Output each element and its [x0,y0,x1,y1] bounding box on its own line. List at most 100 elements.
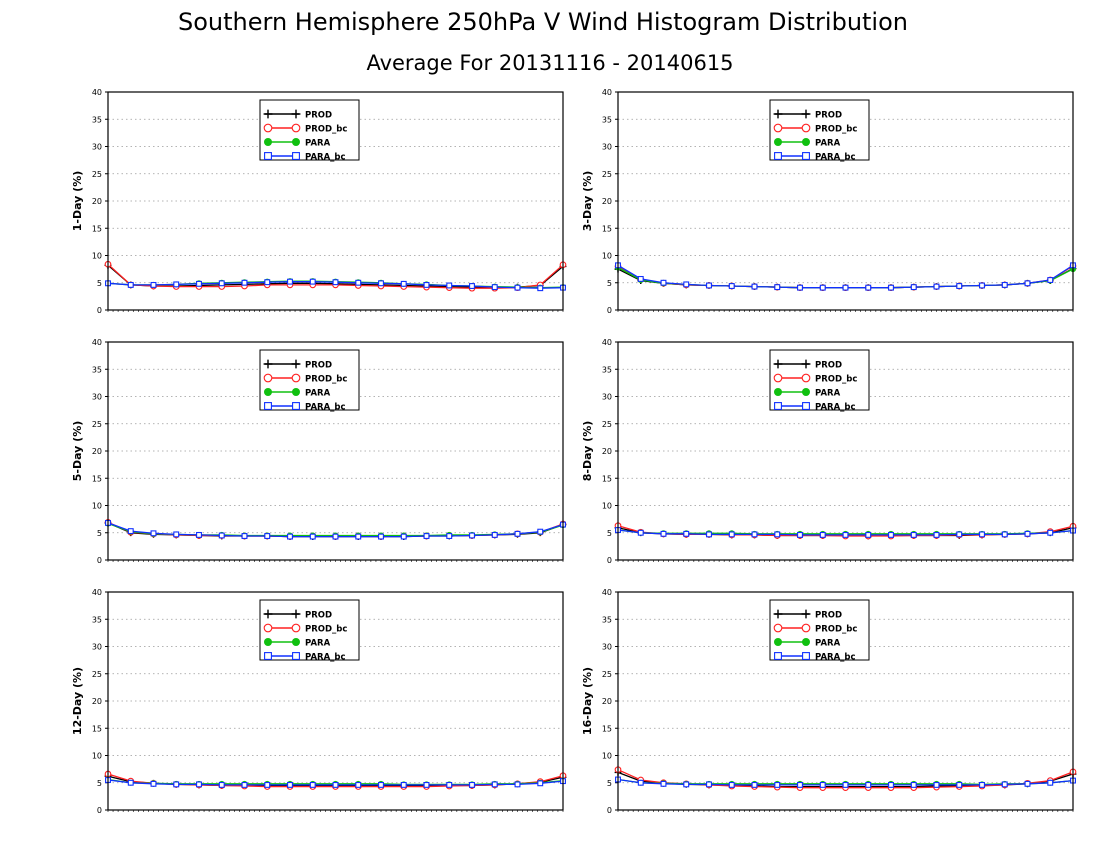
y-axis-label: 12-Day (%) [71,667,84,735]
data-point [933,531,940,538]
data-point [706,781,712,788]
data-point [469,781,475,788]
data-point [446,282,453,289]
y-tick-label: 35 [602,115,612,124]
legend-marker [801,373,811,383]
legend-marker [773,609,783,619]
legend-marker [291,623,301,633]
data-point [819,531,826,538]
data-point [469,532,475,539]
legend-marker [264,402,272,410]
data-point [196,781,202,788]
data-point [309,533,316,540]
chart-panel-4: 0 5 10 15 20 25 30 35 40 8-Day (%) PROD PROD_bc PARA… [581,338,1077,565]
legend-marker [802,138,810,146]
legend-marker [263,359,273,369]
plot-frame [617,341,1074,561]
data-point [173,281,180,288]
data-point [637,779,644,786]
y-tick-label: 15 [92,224,102,233]
legend-label: PARA_bc [305,653,346,663]
legend-label: PARA_bc [305,153,346,163]
plot-frame [107,591,564,811]
data-point [332,533,339,540]
data-point [332,781,339,788]
chart-panel-2: 0 5 10 15 20 25 30 35 40 3-Day (%) PROD PROD_bc PARA… [581,88,1077,315]
y-tick-label: 5 [607,529,612,538]
legend-marker [292,652,300,660]
y-tick-label: 30 [602,393,612,402]
y-tick-label: 10 [92,502,102,511]
data-point [218,280,225,287]
series-para-bc [615,262,1076,291]
data-point [751,531,758,538]
legend-label: PROD [815,611,842,621]
panels-group: 0 5 10 15 20 25 30 35 40 1-Day (%) PROD PROD_bc PARA… [71,88,1077,815]
legend-box [769,349,870,411]
data-point [514,530,521,537]
legend-label: PARA [815,389,841,399]
data-point [400,533,407,540]
legend-label: PARA_bc [815,653,856,663]
legend-label: PARA [815,639,841,649]
data-point [1001,531,1008,538]
legend-marker [773,623,783,633]
series-para-bc [615,527,1076,538]
data-point [865,531,872,538]
legend-box [769,599,870,661]
y-tick-label: 0 [607,306,612,315]
data-point [706,282,712,289]
y-tick-label: 5 [97,779,102,788]
data-point [150,780,157,787]
legend: PROD PROD_bc PARA PARA_bc [259,349,360,413]
data-point [127,528,134,535]
data-point [378,280,384,287]
data-point [287,533,293,540]
legend-marker [802,638,810,646]
legend-marker [773,109,783,119]
y-tick-label: 30 [602,643,612,652]
data-point [1024,530,1031,537]
data-point [888,531,894,538]
legend-label: PROD [815,361,842,371]
chart-title: Southern Hemisphere 250hPa V Wind Histog… [178,8,908,36]
plot-frame [107,91,564,311]
y-tick-label: 0 [97,306,102,315]
data-point [491,531,498,538]
data-point [683,781,690,788]
legend-marker [801,623,811,633]
data-point [537,528,544,535]
legend-label: PARA [815,139,841,149]
data-point [956,531,963,538]
legend-label: PARA_bc [305,403,346,413]
data-point [660,530,667,537]
data-point [1047,277,1054,283]
data-point [400,781,407,788]
data-point [660,279,667,286]
y-tick-label: 5 [97,529,102,538]
data-point [1047,779,1054,786]
legend-label: PROD_bc [305,125,347,135]
data-point [979,531,985,538]
legend-label: PARA_bc [815,403,856,413]
y-tick-label: 20 [92,447,102,456]
legend-marker [263,623,273,633]
legend-marker [263,373,273,383]
data-point [774,284,781,291]
legend-marker [774,138,782,146]
data-point [378,533,384,540]
y-tick-label: 25 [602,420,612,429]
data-point [933,781,940,788]
data-point [751,283,758,290]
data-point [355,781,362,788]
data-point [287,781,293,788]
legend-marker [263,123,273,133]
legend-label: PROD [815,111,842,121]
data-point [797,284,803,291]
data-point [355,533,362,540]
data-point [355,279,362,286]
data-point [264,781,271,788]
legend-marker [802,402,810,410]
y-tick-label: 0 [607,806,612,815]
legend-marker [801,359,811,369]
